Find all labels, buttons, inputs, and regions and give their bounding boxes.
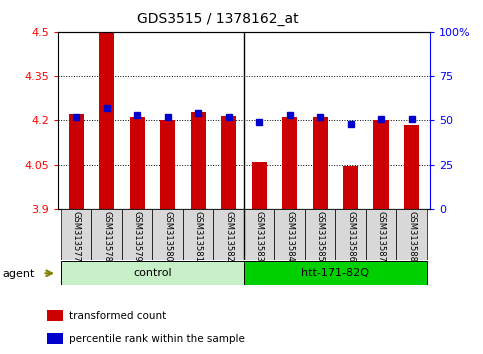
Text: GDS3515 / 1378162_at: GDS3515 / 1378162_at (137, 12, 298, 27)
Bar (99, 32, 114, 209)
Bar (91, 209, 122, 260)
Text: GSM313581: GSM313581 (194, 211, 203, 262)
Bar (160, 120, 175, 209)
Text: GSM313580: GSM313580 (163, 211, 172, 262)
Bar (61, 261, 244, 285)
Text: GSM313577: GSM313577 (72, 211, 81, 262)
Text: GSM313584: GSM313584 (285, 211, 294, 262)
Bar (191, 112, 206, 209)
Text: GSM313585: GSM313585 (315, 211, 325, 262)
Bar (252, 162, 267, 209)
Bar (373, 120, 389, 209)
Bar (404, 125, 419, 209)
Text: transformed count: transformed count (69, 311, 166, 321)
Text: GSM313583: GSM313583 (255, 211, 264, 262)
Bar (221, 116, 236, 209)
Bar (61, 209, 91, 260)
Bar (47, 310, 63, 321)
Bar (343, 166, 358, 209)
Bar (244, 209, 274, 260)
Bar (313, 118, 328, 209)
Bar (274, 209, 305, 260)
Text: agent: agent (2, 269, 35, 279)
Bar (129, 118, 145, 209)
Text: GSM313587: GSM313587 (377, 211, 385, 262)
Bar (397, 209, 427, 260)
Bar (305, 209, 335, 260)
Text: GSM313588: GSM313588 (407, 211, 416, 262)
Text: GSM313586: GSM313586 (346, 211, 355, 262)
Bar (153, 209, 183, 260)
Bar (366, 209, 397, 260)
Text: percentile rank within the sample: percentile rank within the sample (69, 334, 245, 344)
Bar (122, 209, 153, 260)
Bar (183, 209, 213, 260)
Text: htt-171-82Q: htt-171-82Q (301, 268, 369, 278)
Bar (244, 261, 427, 285)
Bar (213, 209, 244, 260)
Text: GSM313579: GSM313579 (133, 211, 142, 262)
Text: control: control (133, 268, 172, 278)
Bar (47, 333, 63, 344)
Text: GSM313578: GSM313578 (102, 211, 111, 262)
Text: GSM313582: GSM313582 (224, 211, 233, 262)
Bar (335, 209, 366, 260)
Bar (282, 118, 297, 209)
Bar (69, 114, 84, 209)
